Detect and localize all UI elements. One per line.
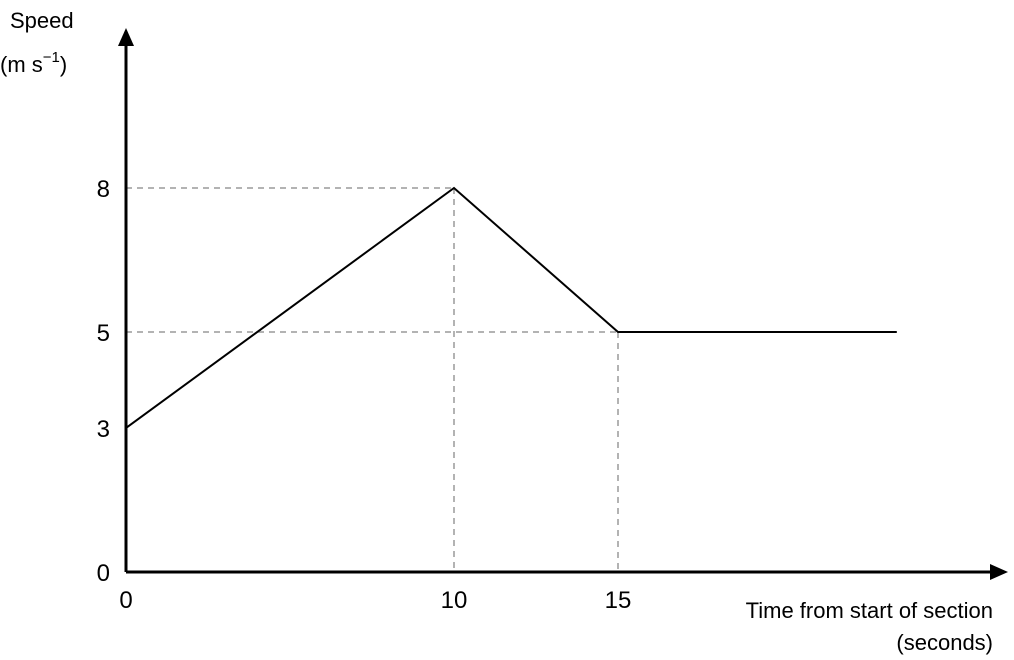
x-axis-arrow: [990, 564, 1008, 580]
y-tick-label: 5: [97, 320, 110, 347]
y-axis-unit-suffix: ): [60, 52, 67, 77]
series-layer: [125, 186, 897, 429]
x-tick-label: 10: [441, 587, 468, 614]
x-axis-label-line2: (seconds): [896, 630, 993, 655]
guide-lines: [126, 187, 619, 572]
y-tick-label: 0: [97, 560, 110, 587]
series-line-0: [125, 186, 897, 429]
y-tick-label: 8: [97, 176, 110, 203]
y-axis-unit-prefix: (m s: [0, 52, 43, 77]
x-axis-label-line1: Time from start of section: [746, 598, 993, 623]
x-tick-label: 0: [119, 587, 132, 614]
y-tick-label: 3: [97, 416, 110, 443]
x-tick-label: 15: [605, 587, 632, 614]
y-axis-arrow: [118, 28, 134, 46]
tick-labels: 0 3 5 8 0 10 15: [97, 176, 632, 614]
y-axis-label-line2: (m s−1): [0, 49, 67, 77]
y-axis-unit-exponent: −1: [43, 49, 60, 66]
y-axis-label-line1: Speed: [10, 8, 74, 33]
